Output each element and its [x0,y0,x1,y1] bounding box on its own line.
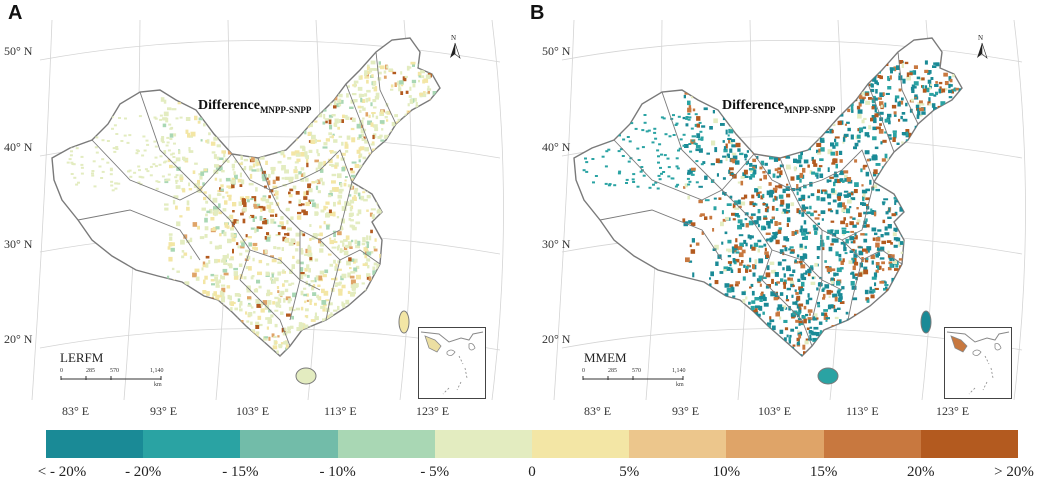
lat-label: 40° N [4,140,33,154]
legend-label: 15% [809,464,838,480]
lat-label: 20° N [4,332,33,346]
legend-swatch [823,430,921,458]
legend-label: - 15% [222,464,259,480]
lon-label: 123° E [936,404,970,418]
legend-swatch [337,430,435,458]
map-panel-b: B 50° N 40° N 30° N 20° N 83° E 93° E 10… [522,0,1042,420]
lat-label: 50° N [4,44,33,58]
lon-label: 103° E [758,404,792,418]
north-arrow-icon: N [974,34,990,62]
scale-bar: 0 285 570 1,140 km [60,368,164,388]
legend-label: 20% [907,464,935,480]
lon-label: 103° E [236,404,270,418]
scale-bar: 0 285 570 1,140 km [582,368,686,388]
south-china-sea-inset [418,327,486,399]
china-map-b [553,19,1026,401]
legend-swatch [240,430,338,458]
lat-label: 30° N [4,237,33,251]
lat-label: 30° N [542,237,571,251]
panel-letter: B [530,2,545,24]
legend-label: 0 [528,464,536,480]
legend-swatch [46,430,144,458]
south-china-sea-inset [944,327,1012,399]
legend-swatch [629,430,727,458]
legend-swatch [143,430,241,458]
lat-label: 50° N [542,44,571,58]
lon-label: 93° E [672,404,700,418]
legend-label: - 20% [125,464,162,480]
map-title: DifferenceMNPP-SNPP [198,98,312,115]
lon-label: 83° E [62,404,90,418]
map-title: DifferenceMNPP-SNPP [722,98,836,115]
lon-label: 123° E [416,404,450,418]
legend-label: 5% [619,464,640,480]
lon-label: 113° E [324,404,357,418]
legend-labels: < - 20% - 20% - 15% - 10% - 5% 0 5% 10% 15% 20% > … [0,464,1045,484]
color-legend [46,430,1019,458]
lon-label: 93° E [150,404,178,418]
panel-letter: A [8,2,23,24]
legend-label: 10% [712,464,741,480]
legend-label: - 10% [319,464,356,480]
lat-label: 40° N [542,140,571,154]
legend-swatch [726,430,824,458]
model-label: MMEM [584,350,627,365]
lon-label: 113° E [846,404,879,418]
legend-label: - 5% [420,464,450,480]
legend-swatch [532,430,630,458]
legend-label: > 20% [994,464,1034,480]
lon-label: 83° E [584,404,612,418]
legend-swatch [434,430,533,458]
legend-label: < - 20% [37,464,87,480]
legend-swatch [920,430,1019,458]
model-label: LERFM [60,350,104,365]
north-arrow-icon: N [447,34,463,62]
map-panel-a: A 50° N 40° N 30° N 20° N 83° E 93° E 10… [0,0,520,420]
lat-label: 20° N [542,332,571,346]
